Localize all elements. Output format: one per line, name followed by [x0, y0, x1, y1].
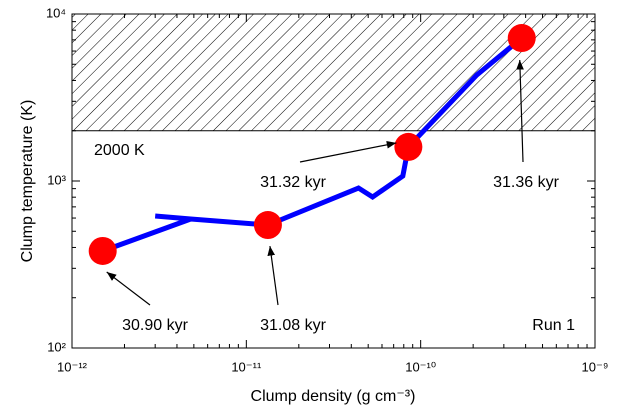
x-tick-label: 10⁻⁹	[582, 359, 609, 374]
hatched-region	[72, 14, 595, 131]
marker	[394, 132, 423, 161]
y-axis-label: Clump temperature (K)	[19, 100, 36, 263]
plot-frame	[71, 13, 596, 349]
x-axis-label: Clump density (g cm⁻³)	[251, 388, 416, 405]
data-line	[101, 36, 524, 254]
arrow	[299, 141, 397, 163]
arrow	[516, 60, 524, 163]
y-tick-label: 10³	[47, 172, 66, 187]
marker	[88, 236, 117, 265]
x-tick-label: 10⁻¹⁰	[405, 359, 436, 374]
marker	[507, 24, 536, 53]
point-label: 30.90 kyr	[122, 317, 188, 334]
arrow	[106, 271, 151, 306]
point-label: 31.32 kyr	[260, 174, 326, 191]
x-tick-label: 10⁻¹¹	[231, 359, 262, 374]
point-label: 31.36 kyr	[493, 174, 559, 191]
y-tick-label: 10⁴	[46, 5, 66, 20]
threshold-label: 2000 K	[94, 142, 145, 159]
y-tick-label: 10²	[47, 339, 66, 354]
run-label: Run 1	[532, 317, 575, 334]
marker	[253, 211, 282, 240]
x-tick-label: 10⁻¹²	[57, 359, 88, 374]
arrow	[267, 245, 279, 306]
point-label: 31.08 kyr	[260, 317, 326, 334]
